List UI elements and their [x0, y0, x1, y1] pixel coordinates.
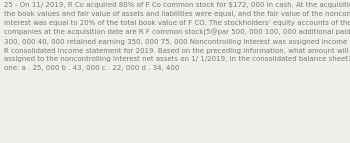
Text: 25 - On 11/ 2019, R Co acquired 80% of F Co common stock for $172, 000 in cash. : 25 - On 11/ 2019, R Co acquired 80% of F…: [4, 2, 350, 71]
